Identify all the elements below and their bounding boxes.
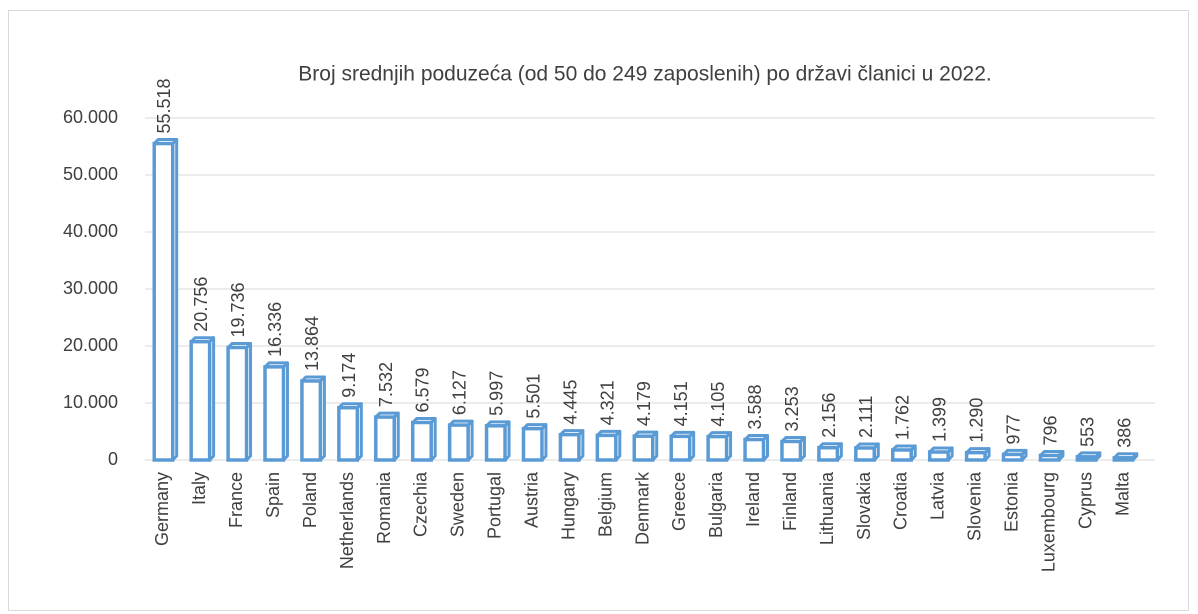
value-label: 4.179 [634,381,654,426]
value-label: 3.253 [782,386,802,431]
x-tick-label: Hungary [558,472,578,540]
y-tick-label: 0 [108,449,118,469]
value-label: 796 [1040,415,1060,445]
x-tick-label: Ireland [743,472,763,527]
x-tick-label: Slovenia [965,471,985,541]
value-label: 16.336 [265,302,285,357]
bar [152,141,175,462]
bar [1038,453,1061,462]
bar [447,423,470,462]
bar [891,448,913,462]
value-label: 6.579 [413,367,433,412]
chart-title: Broj srednjih poduzeća (od 50 do 249 zap… [298,63,991,86]
x-tick-label: Finland [780,472,800,531]
bar [1001,452,1024,462]
value-label: 9.174 [339,353,359,398]
x-tick-label: Lithuania [817,471,837,545]
x-tick-label: Bulgaria [706,471,726,538]
bar [706,434,729,462]
x-tick-label: Croatia [891,471,911,530]
x-tick-label: Luxembourg [1038,472,1058,572]
y-tick-label: 10.000 [63,392,118,412]
bar [817,445,840,462]
value-label: 3.588 [745,385,765,430]
value-label: 4.445 [560,380,580,425]
bar [854,446,877,462]
x-tick-label: Netherlands [337,472,357,569]
bar [1112,456,1135,462]
bar [669,434,692,462]
bar [632,434,655,462]
x-tick-label: Romania [374,471,394,544]
x-tick-label: Denmark [632,471,652,545]
x-tick-label: Germany [152,472,172,546]
x-tick-label: Poland [300,472,320,528]
bar [927,450,950,462]
y-tick-label: 40.000 [63,221,118,241]
value-label: 1.399 [930,397,950,442]
bar [300,379,323,462]
value-label: 20.756 [191,277,211,332]
value-label: 13.864 [302,316,322,371]
value-label: 4.321 [597,380,617,425]
chart-border [8,10,1189,611]
bar [780,439,803,462]
bar [374,415,397,462]
value-label: 6.127 [450,370,470,415]
bar [337,405,360,462]
value-label: 4.151 [671,381,691,426]
bar [410,420,433,462]
bar [263,365,286,462]
x-tick-label: Sweden [448,472,468,537]
x-tick-label: Italy [189,472,209,505]
value-label: 2.156 [819,393,839,438]
x-tick-label: France [226,472,246,528]
value-label: 4.105 [708,382,728,427]
value-label: 19.736 [228,282,248,337]
y-tick-label: 50.000 [63,164,118,184]
value-label: 977 [1004,414,1024,444]
y-tick-label: 30.000 [63,278,118,298]
value-label: 5.997 [487,371,507,416]
value-label: 1.290 [967,398,987,443]
x-tick-label: Latvia [928,471,948,520]
value-label: 2.111 [856,396,876,438]
y-tick-label: 20.000 [63,335,118,355]
value-label: 386 [1114,418,1134,448]
x-tick-label: Cyprus [1075,472,1095,529]
x-tick-label: Malta [1112,471,1132,516]
value-label: 55.518 [154,78,174,133]
y-tick-label: 60.000 [63,107,118,127]
value-label: 7.532 [376,362,396,407]
x-tick-label: Estonia [1002,471,1022,532]
bar [484,424,507,462]
value-label: 1.762 [893,395,913,440]
value-label: 5.501 [523,374,543,419]
x-tick-label: Czechia [411,471,431,537]
x-tick-label: Austria [521,471,541,528]
bar [189,339,212,462]
bar [521,426,544,462]
x-tick-label: Slovakia [854,471,874,540]
bar [226,345,249,462]
value-label: 553 [1077,417,1097,447]
bar [1075,455,1098,462]
bar [964,450,987,462]
bar [558,432,581,462]
x-tick-label: Spain [263,472,283,518]
x-tick-label: Belgium [595,472,615,537]
x-tick-label: Portugal [485,472,505,539]
bar [595,433,618,462]
x-tick-label: Greece [669,472,689,531]
bar [743,437,766,462]
